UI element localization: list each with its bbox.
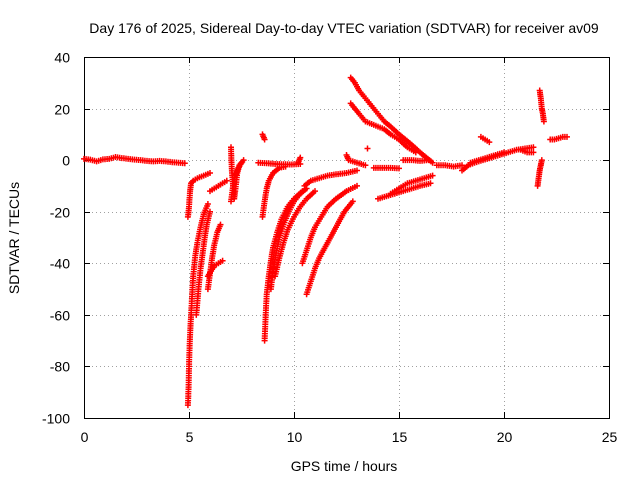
x-tick-labels: 0 5 10 15 20 25 bbox=[81, 429, 618, 445]
series-dip-5h bbox=[184, 201, 211, 409]
grid bbox=[84, 57, 609, 418]
data-point bbox=[486, 139, 493, 146]
data-point bbox=[217, 221, 224, 228]
series-spike-21-7h bbox=[536, 87, 547, 125]
y-axis-label: SDTVAR / TECUs bbox=[6, 182, 22, 294]
data-point bbox=[538, 157, 545, 164]
x-tick-label: 0 bbox=[81, 429, 89, 445]
data-point bbox=[459, 162, 465, 169]
data-point bbox=[501, 149, 507, 156]
data-point bbox=[207, 170, 213, 176]
series-flat-8h bbox=[255, 159, 304, 168]
data-marks bbox=[81, 74, 570, 409]
y-tick-label: 40 bbox=[54, 50, 70, 66]
series-point-8-6h bbox=[259, 131, 268, 143]
x-tick-label: 10 bbox=[287, 429, 303, 445]
series-point-19h bbox=[477, 133, 493, 146]
data-point bbox=[396, 165, 402, 172]
data-point bbox=[540, 118, 547, 125]
series-baseline-1 bbox=[81, 154, 188, 167]
y-tick-label: 20 bbox=[54, 102, 70, 118]
y-tick-label: 0 bbox=[62, 153, 70, 169]
series-rise-18h-b bbox=[467, 149, 507, 166]
series-dip-8h-b bbox=[259, 163, 289, 220]
data-point bbox=[412, 149, 419, 156]
data-point bbox=[530, 144, 537, 151]
y-tick-label: -80 bbox=[50, 359, 70, 375]
series-flat-14h bbox=[370, 164, 402, 172]
data-point bbox=[297, 154, 304, 161]
series-arc-6h-c bbox=[207, 177, 230, 195]
data-point bbox=[564, 133, 570, 140]
data-point bbox=[429, 172, 436, 179]
series-arc-6h bbox=[204, 221, 224, 293]
series-arc-14h-b bbox=[387, 172, 436, 197]
x-tick-label: 15 bbox=[392, 429, 408, 445]
series-flat-13h bbox=[343, 152, 369, 169]
x-tick-label: 20 bbox=[497, 429, 513, 445]
series-tail-22h bbox=[547, 133, 570, 143]
data-point bbox=[261, 136, 268, 143]
data-point bbox=[282, 163, 289, 170]
series-arc-6h-b bbox=[204, 257, 226, 280]
axis-ticks bbox=[84, 57, 610, 419]
series-peak-12-7h bbox=[347, 74, 436, 166]
plot-frame bbox=[84, 57, 610, 419]
x-tick-label: 5 bbox=[186, 429, 194, 445]
y-tick-label: -40 bbox=[50, 256, 70, 272]
data-point bbox=[238, 159, 245, 166]
data-point bbox=[204, 201, 211, 207]
y-tick-label: -20 bbox=[50, 205, 70, 221]
data-point bbox=[354, 167, 360, 174]
series-flat-21h bbox=[517, 146, 537, 156]
series-arc-10h-c bbox=[301, 167, 360, 189]
series-point-13-5h bbox=[364, 145, 371, 152]
series-flat-15h bbox=[400, 157, 432, 164]
series-peak-12-7h-b bbox=[347, 100, 419, 156]
x-axis-label: GPS time / hours bbox=[291, 458, 398, 474]
series-rise-5h bbox=[184, 170, 213, 220]
chart-title: Day 176 of 2025, Sidereal Day-to-day VTE… bbox=[89, 20, 599, 36]
data-point bbox=[429, 159, 436, 166]
series-flat-10h bbox=[295, 154, 304, 166]
y-tick-label: -60 bbox=[50, 308, 70, 324]
series-arc-10h bbox=[299, 182, 360, 267]
series-arc-5h-b bbox=[193, 208, 213, 318]
data-point bbox=[349, 198, 356, 205]
data-point bbox=[181, 160, 188, 167]
data-point bbox=[530, 149, 537, 156]
data-point bbox=[354, 182, 360, 189]
series-arc-7h-b bbox=[228, 159, 245, 205]
data-point bbox=[364, 145, 371, 152]
series-flat-17h bbox=[433, 162, 465, 170]
series-arc-14h bbox=[375, 180, 434, 202]
series-spike-21-7h-b bbox=[534, 157, 545, 189]
y-tick-label: -100 bbox=[42, 411, 70, 427]
data-point bbox=[207, 208, 213, 215]
data-point bbox=[425, 157, 432, 164]
data-point bbox=[312, 188, 318, 195]
x-tick-label: 25 bbox=[602, 429, 618, 445]
data-point bbox=[362, 162, 369, 169]
series-arc-10h-b bbox=[303, 198, 356, 298]
data-point bbox=[219, 257, 226, 264]
series-dip-9h-b bbox=[272, 188, 318, 280]
data-point bbox=[223, 177, 230, 184]
data-point bbox=[427, 180, 434, 187]
y-tick-labels: -100 -80 -60 -40 -20 0 20 40 bbox=[42, 50, 70, 427]
